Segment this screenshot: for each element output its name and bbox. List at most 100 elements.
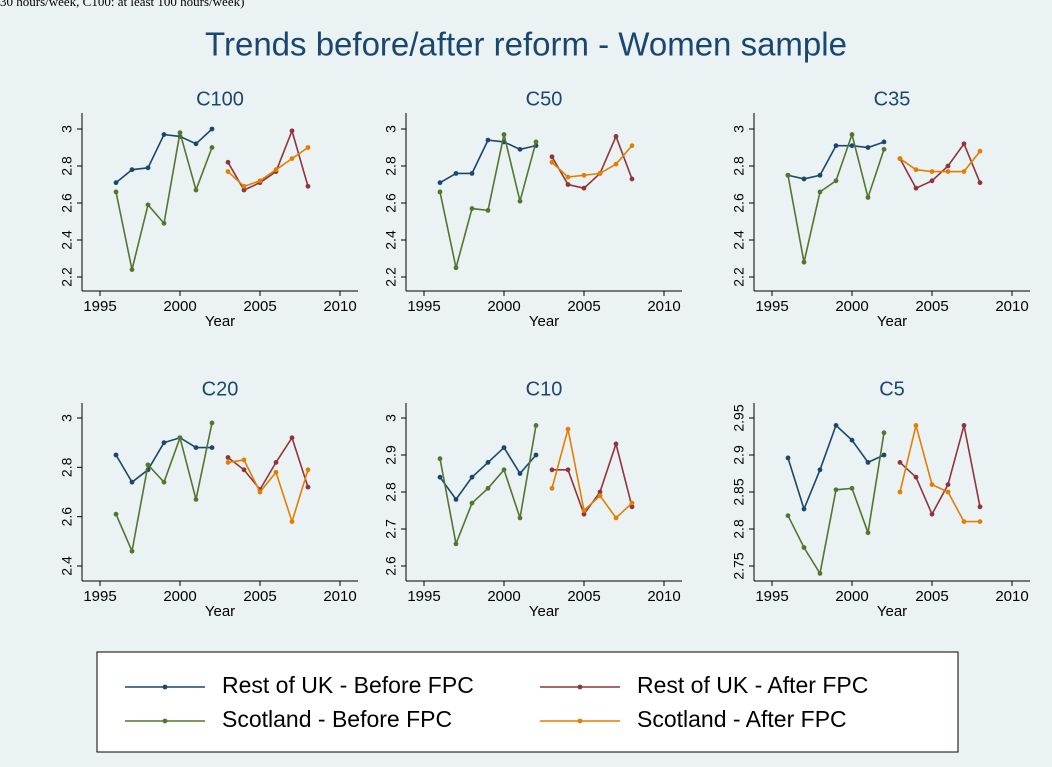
x-tick-label: 1995: [407, 298, 440, 315]
y-tick-label: 2.2: [731, 267, 747, 287]
panel-title: C100: [196, 88, 244, 110]
point: [193, 141, 199, 147]
point: [469, 500, 475, 506]
point: [613, 515, 619, 521]
x-tick-label: 1995: [83, 588, 116, 605]
series-line: [551, 428, 633, 520]
point: [977, 180, 983, 186]
point: [817, 467, 823, 473]
y-tick-label: 2.8: [383, 156, 399, 176]
point: [881, 430, 887, 436]
x-axis-label: Year: [529, 603, 559, 620]
series-line: [899, 425, 980, 523]
point: [629, 504, 635, 510]
point: [629, 176, 635, 182]
point: [177, 130, 183, 136]
series-line: [899, 425, 981, 517]
series-line: [227, 459, 309, 525]
point: [865, 530, 871, 536]
point: [273, 469, 279, 475]
point: [501, 132, 507, 137]
x-tick-label: 2005: [243, 298, 276, 315]
y-tick-label: 3: [383, 414, 399, 422]
point: [581, 185, 587, 191]
point: [273, 167, 279, 173]
point: [453, 541, 459, 547]
x-tick-label: 2010: [995, 588, 1028, 605]
series-line: [227, 435, 309, 491]
point: [241, 187, 247, 193]
legend-label: Scotland - Before FPC: [222, 706, 452, 732]
point: [961, 519, 967, 524]
point: [533, 423, 539, 428]
point: [193, 187, 199, 193]
point: [517, 471, 523, 476]
x-tick-label: 2000: [163, 588, 196, 605]
point: [241, 457, 247, 463]
series-line: [227, 146, 309, 188]
point: [629, 143, 635, 149]
point: [241, 183, 247, 189]
series-line: [551, 145, 633, 178]
point: [129, 548, 135, 554]
point: [177, 435, 183, 441]
point: [549, 159, 555, 165]
point: [881, 139, 887, 145]
point: [565, 174, 571, 180]
point: [193, 497, 199, 502]
point: [913, 474, 919, 480]
x-tick-label: 1995: [407, 588, 440, 605]
y-tick-label: 2.4: [59, 556, 75, 576]
panel-title: C50: [526, 88, 563, 110]
x-tick-label: 2000: [835, 298, 868, 315]
series-line: [551, 134, 633, 190]
point: [897, 489, 903, 495]
point: [129, 167, 135, 173]
point: [565, 182, 571, 187]
point: [849, 132, 855, 137]
point: [881, 146, 887, 152]
point: [849, 437, 855, 443]
y-tick-label: 2.7: [383, 519, 399, 539]
point: [161, 479, 167, 485]
point: [129, 479, 135, 485]
point: [961, 141, 967, 147]
x-tick-label: 2010: [647, 588, 680, 605]
point: [273, 460, 279, 465]
point: [437, 180, 443, 186]
y-tick-label: 2.6: [383, 556, 399, 576]
point: [961, 423, 967, 428]
x-tick-label: 1995: [755, 588, 788, 605]
point: [913, 423, 919, 428]
point: [833, 487, 839, 493]
point: [225, 159, 231, 165]
point: [597, 489, 603, 495]
point: [549, 154, 555, 160]
x-tick-label: 2000: [835, 588, 868, 605]
series-line: [227, 128, 309, 192]
point: [533, 139, 539, 145]
x-axis-label: Year: [877, 603, 907, 620]
point: [305, 467, 311, 473]
point: [613, 161, 619, 167]
point: [897, 460, 903, 465]
point: [581, 508, 587, 513]
y-tick-label: 2.8: [731, 156, 747, 176]
legend-marker: [577, 718, 583, 724]
point: [833, 423, 839, 428]
y-tick-label: 2.6: [59, 193, 75, 213]
point: [865, 460, 871, 465]
point: [193, 445, 199, 450]
point: [113, 511, 119, 517]
point: [469, 171, 475, 176]
point: [785, 172, 791, 178]
series-line: [899, 150, 981, 173]
y-tick-label: 2.6: [731, 193, 747, 213]
point: [257, 178, 263, 184]
panel-title: C35: [874, 88, 911, 110]
note: 30 hours/week, C100: at least 100 hours/…: [0, 0, 244, 9]
point: [113, 189, 119, 195]
panel-title: C10: [526, 378, 563, 400]
point: [437, 189, 443, 195]
